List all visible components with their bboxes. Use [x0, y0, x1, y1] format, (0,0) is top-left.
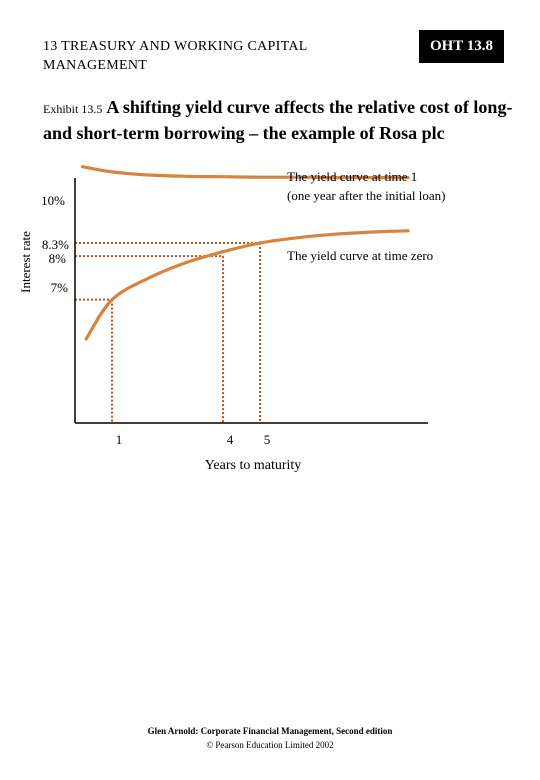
- exhibit-label: Exhibit 13.5: [43, 102, 103, 116]
- oht-badge: OHT 13.8: [419, 30, 504, 63]
- footer-credit: Glen Arnold: Corporate Financial Managem…: [0, 724, 540, 752]
- exhibit-heading: Exhibit 13.5 A shifting yield curve affec…: [43, 95, 523, 145]
- time1-curve-label-line2: (one year after the initial loan): [287, 188, 445, 203]
- reference-lines: [75, 242, 261, 423]
- x-tick-label-4: 4: [227, 432, 234, 447]
- exhibit-title: A shifting yield curve affects the relat…: [43, 97, 513, 143]
- yield-curve-time1: [80, 165, 410, 180]
- yield-curve-time0: [84, 229, 410, 341]
- y-tick-label-8-3: 8.3%: [42, 237, 69, 252]
- time0-curve-label: The yield curve at time zero: [287, 248, 433, 263]
- footer-credit-line1: Glen Arnold: Corporate Financial Managem…: [147, 726, 393, 736]
- chapter-heading: 13 TREASURY AND WORKING CAPITAL MANAGEME…: [43, 37, 383, 75]
- chapter-heading-line1: 13 TREASURY AND WORKING CAPITAL: [43, 39, 308, 54]
- x-tick-label-5: 5: [264, 432, 271, 447]
- footer-credit-line2: © Pearson Education Limited 2002: [206, 740, 334, 750]
- chapter-heading-line2: MANAGEMENT: [43, 58, 148, 73]
- y-axis-label: Interest rate: [18, 231, 33, 293]
- x-tick-label-1: 1: [116, 432, 123, 447]
- time1-curve-label-line1: The yield curve at time 1: [287, 169, 417, 184]
- y-tick-label-8: 8%: [49, 251, 67, 266]
- yield-curves: [80, 165, 410, 341]
- y-tick-label-10: 10%: [41, 193, 65, 208]
- x-axis-label: Years to maturity: [205, 458, 302, 473]
- y-tick-label-7: 7%: [51, 280, 69, 295]
